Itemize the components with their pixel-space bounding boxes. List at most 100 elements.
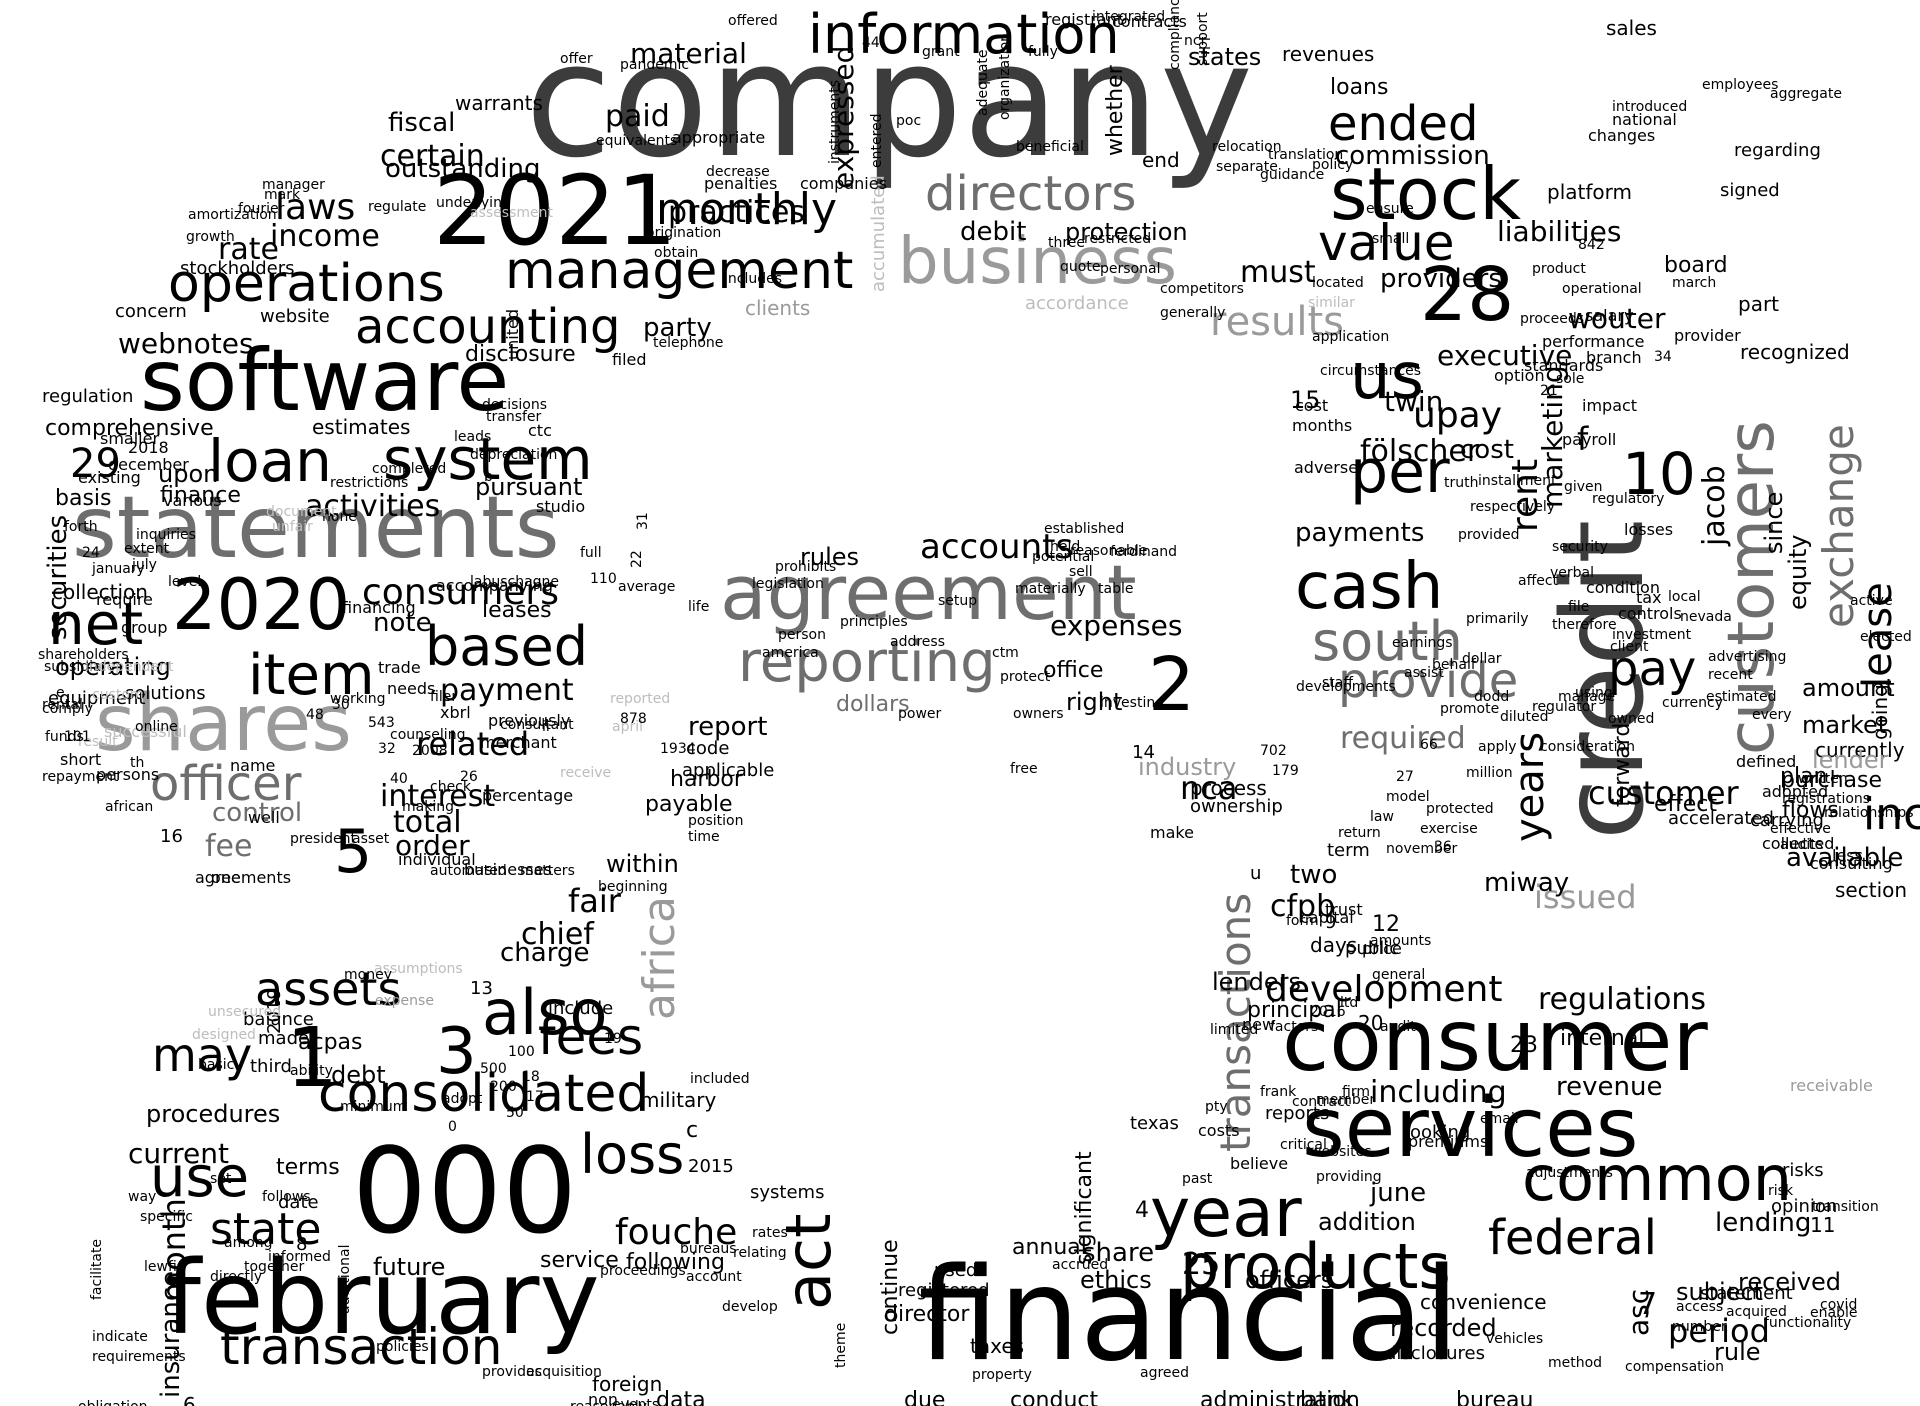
word-sole: sole <box>1556 371 1585 387</box>
word-whether: whether <box>1103 65 1128 156</box>
word-solutions: solutions <box>125 683 206 704</box>
word-leases: leases <box>482 598 552 623</box>
word-nevada: nevada <box>1680 609 1732 625</box>
word-june: june <box>1370 1178 1427 1208</box>
word-accrued: accrued <box>1052 1257 1109 1273</box>
word-carrying: carrying <box>1750 810 1824 831</box>
word-order: order <box>395 829 470 862</box>
word-national: national <box>1612 110 1677 129</box>
word-related: related <box>416 725 530 763</box>
word-management: management <box>505 241 854 301</box>
word-separate: separate <box>1216 159 1278 175</box>
word-result: result <box>78 734 118 750</box>
word-adopted: adopted <box>1762 782 1829 801</box>
word-date: date <box>278 1192 319 1213</box>
word-22: 22 <box>629 550 645 568</box>
word-power: power <box>898 706 942 722</box>
word-regulator: regulator <box>1532 699 1597 715</box>
word-officer: officer <box>150 756 302 812</box>
word-truth: truth <box>1444 475 1479 491</box>
word-restricted: restricted <box>1084 231 1152 247</box>
word-december: december <box>108 455 189 474</box>
word-ii: ii <box>542 719 550 735</box>
word-poc: poc <box>896 113 922 129</box>
word-ethics: ethics <box>1080 1266 1152 1294</box>
word-signed: signed <box>1720 180 1780 201</box>
word-debt: debt <box>331 1061 386 1089</box>
word-informed: informed <box>268 1249 331 1265</box>
word-staff: staff <box>1322 675 1354 691</box>
word-transfer: transfer <box>486 409 542 425</box>
word-interest: interest <box>380 779 496 814</box>
word-prohibits: prohibits <box>775 559 837 575</box>
word-applicable: applicable <box>682 760 775 781</box>
word-person: person <box>778 627 826 643</box>
word-laws: laws <box>275 187 356 228</box>
word-recognized: recognized <box>1740 340 1850 364</box>
word-director: director <box>884 1302 970 1327</box>
word-counseling: counseling <box>390 727 466 743</box>
word-smaller: smaller <box>100 429 160 448</box>
word-free: free <box>1010 761 1038 777</box>
word-therefore: therefore <box>1552 617 1617 633</box>
word-practices: practices <box>668 195 805 230</box>
word-custom: custom <box>92 687 144 703</box>
word-depreciation: depreciation <box>470 447 558 463</box>
word-grant: grant <box>922 44 960 60</box>
word-online: online <box>135 719 178 735</box>
word-flows: flows <box>1782 798 1839 823</box>
word-rates: rates <box>752 1225 788 1241</box>
word-acquired: acquired <box>1726 1304 1787 1320</box>
word-c: c <box>686 1118 699 1143</box>
word-21: 21 <box>1540 383 1558 399</box>
word-penalties: penalties <box>704 174 778 193</box>
word-continue: continue <box>878 1239 903 1335</box>
word-behalf: behalf <box>1432 657 1476 673</box>
word-ability: ability <box>290 1063 333 1079</box>
word-inc: inc <box>1863 789 1920 840</box>
word-condition: condition <box>1586 578 1660 597</box>
word-matters: matters <box>520 863 575 879</box>
word-balance: balance <box>243 1009 314 1030</box>
word-disclosure: disclosure <box>465 342 576 367</box>
word-diluted: diluted <box>1500 709 1549 725</box>
word-public: public <box>1345 938 1400 959</box>
word-6: 6 <box>183 1393 196 1406</box>
word-leads: leads <box>454 429 492 445</box>
word-ownership: ownership <box>1190 796 1283 817</box>
word-principal: principal <box>1247 998 1342 1023</box>
word-income: income <box>270 219 380 254</box>
word-generally: generally <box>1160 305 1226 321</box>
word-third: third <box>250 1056 292 1077</box>
word-24: 24 <box>82 545 100 561</box>
word-shares: shares <box>95 679 352 769</box>
word-independent: independent <box>85 659 174 675</box>
word-group: group <box>121 618 168 637</box>
word-5: 5 <box>334 817 373 887</box>
word-file: file <box>1568 599 1590 615</box>
word-20: 20 <box>1358 1011 1384 1035</box>
word-used: used <box>934 1260 978 1281</box>
word-filed: filed <box>612 350 647 369</box>
word-risk: risk <box>1768 1183 1794 1199</box>
word-located: located <box>1312 275 1364 291</box>
word-new: new <box>1242 1015 1276 1034</box>
word-systems: systems <box>750 1182 825 1203</box>
word-ncr: ncr <box>1184 33 1207 49</box>
word-proceeds: proceeds <box>1520 311 1585 327</box>
word-miway: miway <box>1484 868 1570 898</box>
word-current: current <box>128 1137 230 1170</box>
word-agreement: agreement <box>720 548 1137 637</box>
word-14: 14 <box>1132 742 1155 763</box>
word-34: 34 <box>1654 349 1672 365</box>
word-branch: branch <box>1586 348 1642 367</box>
word-critical: critical <box>1280 1137 1327 1153</box>
word-pty: pty <box>1205 1099 1228 1115</box>
word-comply: comply <box>42 701 93 717</box>
word-estimated: estimated <box>1706 689 1777 705</box>
word-filer: filer <box>430 689 458 705</box>
word-financial: financial <box>918 1241 1460 1390</box>
word-factors: factors <box>1270 1019 1319 1035</box>
word-charge: charge <box>500 938 590 968</box>
word-17: 17 <box>526 1089 544 1105</box>
